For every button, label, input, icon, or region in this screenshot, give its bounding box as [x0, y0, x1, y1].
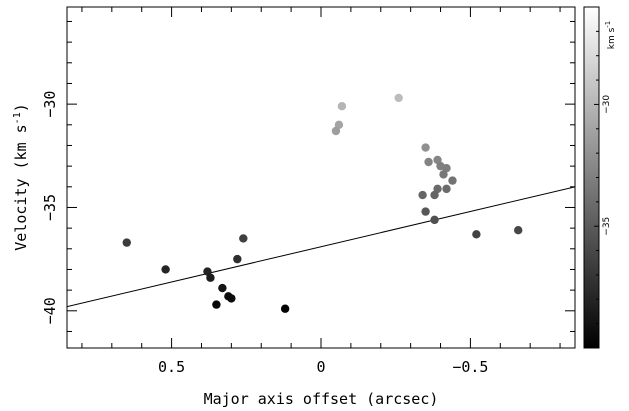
y-tick-labels: −30 −35 −40 — [41, 91, 59, 325]
data-point — [448, 176, 457, 185]
data-point — [161, 265, 170, 274]
data-point — [421, 207, 430, 216]
data-point — [394, 93, 403, 103]
data-point — [439, 170, 448, 179]
y-tick-label: −35 — [41, 194, 59, 221]
colorbar-label: km s-1 — [604, 21, 617, 50]
y-tick-label: −30 — [41, 91, 59, 118]
data-point — [430, 215, 439, 225]
data-point — [218, 283, 227, 293]
data-point — [239, 234, 248, 243]
data-point — [418, 190, 427, 200]
data-point — [442, 184, 451, 194]
colorbar-ticks: −30 −35 — [594, 30, 612, 325]
data-points — [122, 93, 523, 313]
x-tick-label: −0.5 — [452, 358, 488, 376]
x-tick-labels: 0.5 0 −0.5 — [158, 358, 488, 376]
data-point — [280, 304, 290, 313]
data-point — [430, 190, 439, 200]
data-point — [421, 143, 430, 152]
colorbar-tick-label: −35 — [602, 217, 612, 236]
y-axis-title: Velocity (km s-1) — [12, 103, 30, 251]
data-point — [212, 300, 221, 309]
colorbar-tick-label: −30 — [602, 95, 612, 114]
data-point — [337, 102, 347, 111]
x-tick-label: 0 — [316, 358, 325, 376]
data-point — [233, 254, 242, 264]
data-point — [472, 230, 481, 239]
plot-frame — [66, 6, 576, 349]
axis-ticks — [67, 7, 575, 348]
fit-line — [67, 186, 575, 308]
y-tick-label: −40 — [41, 297, 59, 324]
x-tick-label: 0.5 — [158, 358, 185, 376]
data-point — [331, 126, 341, 136]
data-point — [514, 226, 523, 235]
x-axis-title: Major axis offset (arcsec) — [204, 390, 439, 408]
data-point — [122, 238, 131, 247]
data-point — [227, 294, 236, 303]
data-point — [206, 273, 215, 282]
data-point — [424, 157, 433, 167]
